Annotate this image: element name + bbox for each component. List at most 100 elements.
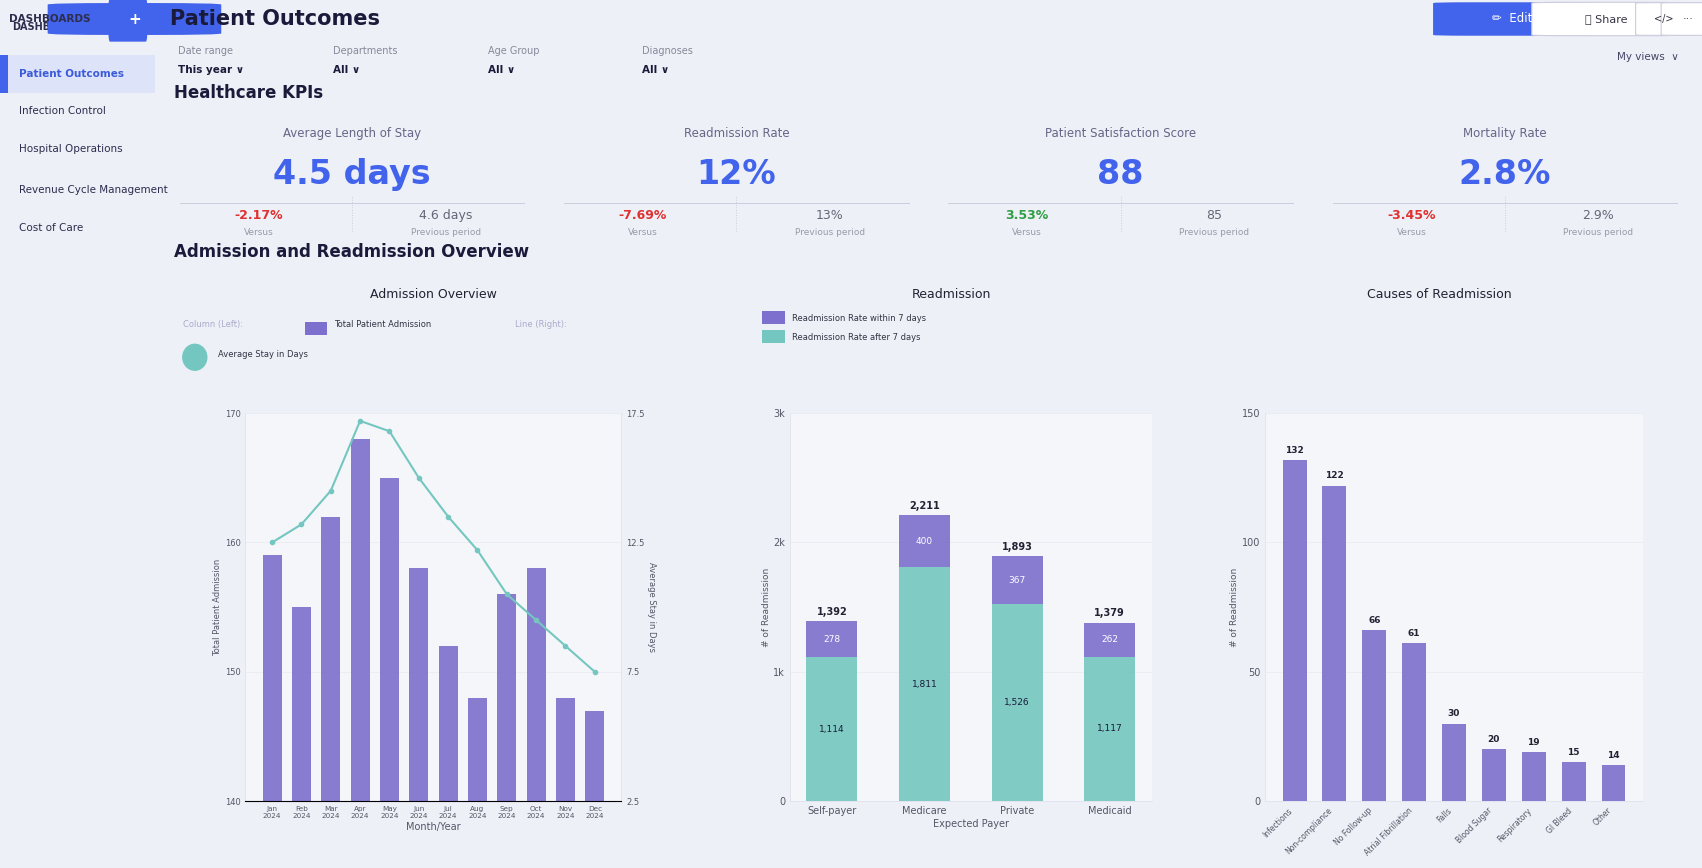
Text: 1,117: 1,117 <box>1096 725 1123 733</box>
Text: 👤 Share: 👤 Share <box>1585 14 1627 24</box>
Text: DASHBOARDS: DASHBOARDS <box>12 22 89 32</box>
Bar <box>807 657 858 801</box>
Bar <box>293 607 311 868</box>
Text: -2.17%: -2.17% <box>235 208 283 221</box>
Text: Patient Outcomes: Patient Outcomes <box>19 69 124 79</box>
Bar <box>1402 643 1426 801</box>
Text: Versus: Versus <box>243 227 274 237</box>
Text: ···: ··· <box>1683 14 1693 24</box>
Bar <box>1482 749 1506 801</box>
Bar <box>1084 623 1135 657</box>
Text: 132: 132 <box>1285 445 1304 455</box>
Text: 4.6 days: 4.6 days <box>419 208 473 221</box>
Bar <box>408 569 429 868</box>
FancyBboxPatch shape <box>0 55 155 93</box>
Bar <box>351 439 369 868</box>
Text: 13%: 13% <box>815 208 844 221</box>
Bar <box>899 567 950 801</box>
Text: 1,811: 1,811 <box>912 680 938 688</box>
FancyBboxPatch shape <box>48 3 221 35</box>
Text: Revenue Cycle Management: Revenue Cycle Management <box>19 185 167 195</box>
Bar <box>1562 762 1586 801</box>
Text: My views  ∨: My views ∨ <box>1617 51 1678 62</box>
Y-axis label: # of Readmission: # of Readmission <box>761 568 771 647</box>
Bar <box>262 556 281 868</box>
Bar <box>1283 460 1307 801</box>
Text: </>: </> <box>1654 14 1673 24</box>
Text: 88: 88 <box>1098 158 1144 191</box>
Text: All ∨: All ∨ <box>642 64 669 75</box>
Text: Readmission: Readmission <box>912 288 992 301</box>
Text: 2,211: 2,211 <box>909 501 940 510</box>
Text: Hospital Operations: Hospital Operations <box>19 144 123 155</box>
Text: 3.53%: 3.53% <box>1006 208 1048 221</box>
Text: Column (Left):: Column (Left): <box>182 320 243 329</box>
Text: 85: 85 <box>1207 208 1222 221</box>
Text: 19: 19 <box>1527 738 1540 746</box>
Text: ✏  Edit: ✏ Edit <box>1493 12 1532 25</box>
Text: Readmission Rate within 7 days: Readmission Rate within 7 days <box>793 314 926 324</box>
Bar <box>439 646 458 868</box>
Bar <box>1084 657 1135 801</box>
FancyBboxPatch shape <box>1532 3 1680 36</box>
Text: 1,379: 1,379 <box>1094 608 1125 618</box>
Bar <box>899 516 950 567</box>
Text: Previous period: Previous period <box>410 227 480 237</box>
Text: Mortality Rate: Mortality Rate <box>1464 127 1547 140</box>
Text: Line (Right):: Line (Right): <box>516 320 567 329</box>
Bar <box>1362 630 1385 801</box>
Text: Average Length of Stay: Average Length of Stay <box>283 127 420 140</box>
FancyBboxPatch shape <box>1433 3 1591 36</box>
Bar <box>526 569 546 868</box>
Text: 61: 61 <box>1408 629 1421 638</box>
Text: All ∨: All ∨ <box>334 64 361 75</box>
Text: Average Stay in Days: Average Stay in Days <box>218 350 308 358</box>
Bar <box>992 556 1043 604</box>
FancyBboxPatch shape <box>0 55 9 93</box>
FancyBboxPatch shape <box>761 330 785 343</box>
Text: 1,392: 1,392 <box>817 607 848 616</box>
Bar <box>380 477 398 868</box>
FancyBboxPatch shape <box>1636 3 1692 36</box>
Text: This year ∨: This year ∨ <box>179 64 245 75</box>
Bar <box>992 604 1043 801</box>
Bar <box>807 621 858 657</box>
Text: Diagnoses: Diagnoses <box>642 46 693 56</box>
Text: Age Group: Age Group <box>487 46 540 56</box>
Bar <box>1322 485 1346 801</box>
Text: Previous period: Previous period <box>795 227 865 237</box>
FancyBboxPatch shape <box>1661 3 1702 36</box>
Text: 14: 14 <box>1607 751 1620 760</box>
Text: -7.69%: -7.69% <box>618 208 667 221</box>
Text: +: + <box>123 14 133 26</box>
Text: 1,526: 1,526 <box>1004 698 1030 707</box>
Y-axis label: Average Stay in Days: Average Stay in Days <box>647 562 655 652</box>
Bar <box>497 595 516 868</box>
FancyBboxPatch shape <box>305 322 327 335</box>
Text: 66: 66 <box>1368 616 1380 625</box>
Text: Admission and Readmission Overview: Admission and Readmission Overview <box>174 243 529 261</box>
FancyBboxPatch shape <box>109 0 148 42</box>
Bar <box>1602 765 1625 801</box>
Text: +: + <box>128 11 141 27</box>
X-axis label: Month/Year: Month/Year <box>407 822 461 832</box>
Text: Causes of Readmission: Causes of Readmission <box>1367 288 1511 301</box>
Text: Versus: Versus <box>1396 227 1426 237</box>
Text: Patient Satisfaction Score: Patient Satisfaction Score <box>1045 127 1197 140</box>
Text: -3.45%: -3.45% <box>1387 208 1435 221</box>
Text: Total Patient Admission: Total Patient Admission <box>334 320 432 329</box>
Text: All ∨: All ∨ <box>487 64 514 75</box>
Text: Previous period: Previous period <box>1179 227 1249 237</box>
Text: 2.9%: 2.9% <box>1583 208 1613 221</box>
FancyBboxPatch shape <box>761 311 785 324</box>
Text: Patient Outcomes: Patient Outcomes <box>170 9 380 29</box>
Y-axis label: # of Readmission: # of Readmission <box>1231 568 1239 647</box>
Text: 2.8%: 2.8% <box>1459 158 1551 191</box>
Text: Date range: Date range <box>179 46 233 56</box>
Text: Infection Control: Infection Control <box>19 106 106 116</box>
Text: 367: 367 <box>1009 575 1026 584</box>
Text: 15: 15 <box>1568 748 1579 757</box>
Text: 20: 20 <box>1488 735 1499 744</box>
Text: 12%: 12% <box>696 158 776 191</box>
Text: Versus: Versus <box>628 227 657 237</box>
